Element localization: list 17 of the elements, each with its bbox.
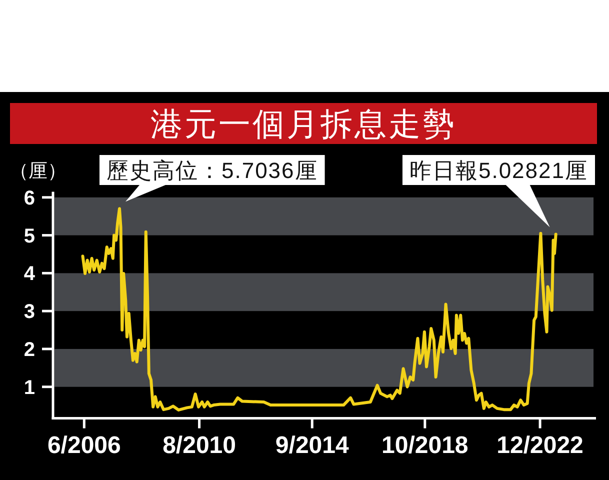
y-tick-label: 1: [24, 376, 35, 399]
y-tick-label: 6: [24, 187, 35, 210]
chart-title: 港元一個月拆息走勢: [150, 106, 456, 142]
x-tick-label: 10/2018: [382, 432, 468, 459]
y-tick-label: 4: [24, 263, 36, 286]
annotation: 歷史高位：5.7036厘: [106, 158, 318, 183]
y-tick-label: 3: [24, 301, 35, 324]
callout: 歷史高位：5.7036厘: [99, 155, 325, 202]
x-tick-label: 6/2006: [47, 432, 121, 459]
x-tick-label: 8/2010: [162, 432, 236, 459]
y-axis-title: （厘）: [10, 161, 66, 182]
y-tick-label: 5: [24, 225, 35, 248]
annotation: 昨日報5.02821厘: [409, 158, 588, 183]
x-tick-label: 9/2014: [275, 432, 350, 459]
y-tick-label: 2: [24, 338, 35, 361]
callout: 昨日報5.02821厘: [402, 155, 595, 228]
x-tick-label: 12/2022: [496, 432, 584, 459]
